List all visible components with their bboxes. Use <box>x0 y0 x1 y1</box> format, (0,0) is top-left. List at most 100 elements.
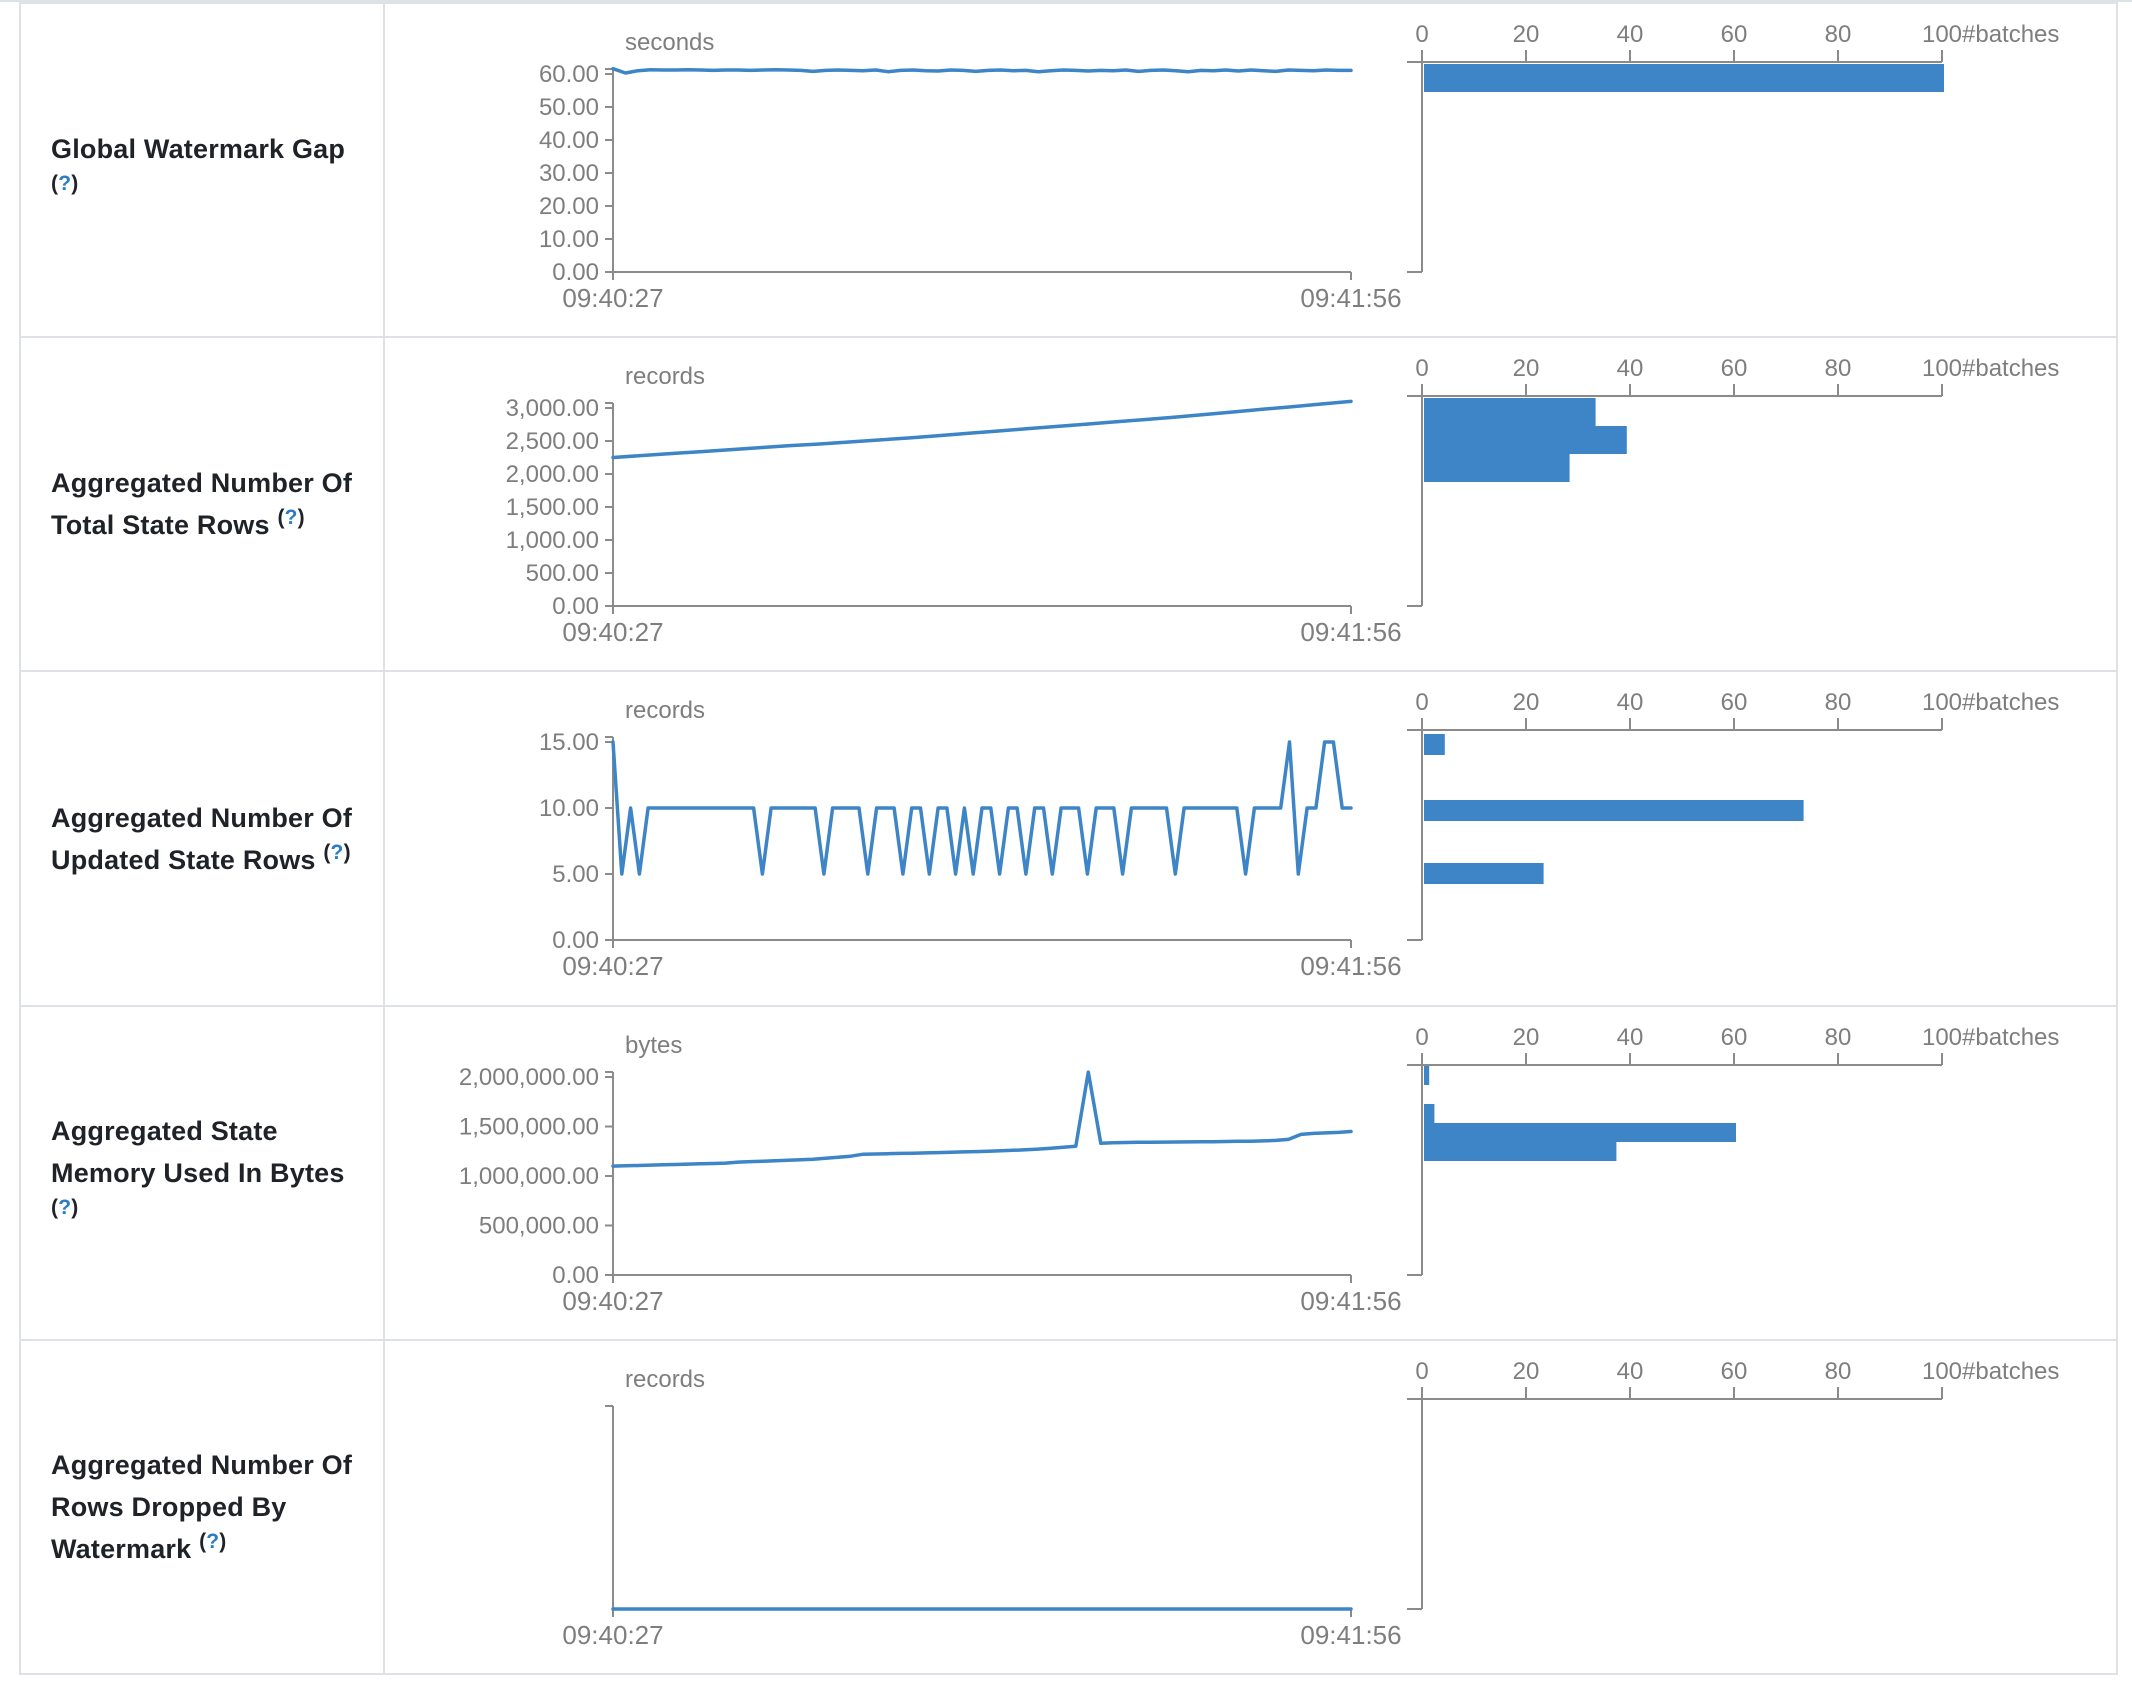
metric-chart-cell: records 3,000.00 2,500.00 2,000.00 1,500.00 1… <box>385 338 2116 670</box>
top-divider <box>0 0 2132 2</box>
x-start-label: 09:40:27 <box>562 1286 663 1316</box>
histogram-bar <box>1424 734 1445 756</box>
y-tick-label: 500,000.00 <box>479 1212 599 1239</box>
hist-tick-label: 40 <box>1617 1358 1644 1385</box>
metric-row-aggregated-state-memory-used-in-bytes: Aggregated State Memory Used In Bytes (?) b… <box>21 1006 2116 1341</box>
help-link[interactable]: (?) <box>199 1529 227 1553</box>
y-tick-label: 30.00 <box>539 160 599 187</box>
hist-unit-label: #batches <box>1962 355 2059 382</box>
x-end-label: 09:41:56 <box>1300 1620 1401 1650</box>
timeline-line <box>611 66 1353 75</box>
histogram-bar <box>1424 1103 1435 1123</box>
hist-tick-label: 20 <box>1513 21 1540 48</box>
y-tick-label: 3,000.00 <box>506 395 599 422</box>
timeline-chart: records 09:40:27 09:41:56 <box>562 1366 1401 1650</box>
metric-label: Aggregated Number Of Updated State Rows (… <box>51 802 353 875</box>
histogram-bar <box>1424 1141 1617 1161</box>
histogram-bar <box>1424 426 1627 455</box>
y-tick-label: 500.00 <box>526 560 599 587</box>
hist-tick-label: 100 <box>1922 355 1962 382</box>
y-tick-label: 2,000,000.00 <box>459 1064 599 1091</box>
hist-tick-label: 80 <box>1825 689 1852 716</box>
metric-label: Aggregated Number Of Rows Dropped By Water… <box>51 1449 353 1564</box>
histogram-bar <box>1424 64 1944 92</box>
y-axis-unit-label: seconds <box>625 29 714 56</box>
histogram-chart: 0 20 40 60 80 100 #batches <box>1407 1358 2059 1610</box>
x-end-label: 09:41:56 <box>1300 1286 1401 1316</box>
metric-charts-svg: records 09:40:27 09:41:56 0 20 40 60 80 100 #batc… <box>562 1358 2059 1650</box>
metric-label-cell: Global Watermark Gap (?) <box>21 4 385 337</box>
y-tick-label: 0.00 <box>552 1262 599 1289</box>
metric-label: Aggregated Number Of Total State Rows (?) <box>51 468 353 541</box>
histogram-chart: 0 20 40 60 80 100 #batches <box>1407 689 2059 942</box>
histogram-bar <box>1424 1122 1736 1142</box>
x-start-label: 09:40:27 <box>562 951 663 981</box>
hist-unit-label: #batches <box>1962 1358 2059 1385</box>
y-tick-label: 0.00 <box>552 593 599 620</box>
hist-tick-label: 60 <box>1721 1358 1748 1385</box>
metric-chart-cell: seconds 60.00 50.00 40.00 30.00 20.00 10.00 0.0… <box>385 4 2116 336</box>
hist-tick-label: 60 <box>1721 355 1748 382</box>
metric-chart-cell: records 09:40:27 09:41:56 0 20 40 60 80 100 #batc… <box>385 1341 2116 1673</box>
timeline-chart: bytes 2,000,000.00 1,500,000.00 1,000,000.0… <box>459 1032 1402 1316</box>
help-link[interactable]: (?) <box>51 1195 79 1219</box>
timeline-line <box>611 399 1353 460</box>
y-axis-unit-label: records <box>625 1366 705 1393</box>
hist-tick-label: 40 <box>1617 355 1644 382</box>
metric-chart-cell: bytes 2,000,000.00 1,500,000.00 1,000,000.0… <box>385 1007 2116 1339</box>
hist-tick-label: 60 <box>1721 1024 1748 1051</box>
metric-label: Global Watermark Gap (?) <box>51 134 346 196</box>
histogram-bar <box>1424 454 1570 483</box>
y-axis-unit-label: bytes <box>625 1032 682 1059</box>
histogram-bar <box>1424 863 1544 885</box>
timeline-line <box>611 740 1353 877</box>
timeline-chart: seconds 60.00 50.00 40.00 30.00 20.00 10.00 0.0… <box>539 29 1402 313</box>
metric-row-aggregated-number-of-updated-state-rows: Aggregated Number Of Updated State Rows (… <box>21 672 2116 1007</box>
hist-tick-label: 0 <box>1415 355 1428 382</box>
hist-unit-label: #batches <box>1962 21 2059 48</box>
hist-tick-label: 100 <box>1922 1358 1962 1385</box>
hist-tick-label: 20 <box>1513 355 1540 382</box>
hist-tick-label: 20 <box>1513 1024 1540 1051</box>
help-link[interactable]: (?) <box>323 840 351 864</box>
hist-tick-label: 0 <box>1415 689 1428 716</box>
y-tick-label: 1,000,000.00 <box>459 1163 599 1190</box>
histogram-bar <box>1424 1065 1430 1085</box>
hist-tick-label: 60 <box>1721 21 1748 48</box>
y-tick-label: 5.00 <box>552 861 599 888</box>
hist-tick-label: 40 <box>1617 1024 1644 1051</box>
y-tick-label: 1,000.00 <box>506 527 599 554</box>
y-tick-label: 10.00 <box>539 226 599 253</box>
hist-tick-label: 80 <box>1825 1024 1852 1051</box>
metric-label-cell: Aggregated State Memory Used In Bytes (?) <box>21 1006 385 1339</box>
y-tick-label: 50.00 <box>539 94 599 121</box>
metric-charts-svg: seconds 60.00 50.00 40.00 30.00 20.00 10.00 0.0… <box>539 21 2059 313</box>
y-tick-label: 1,500,000.00 <box>459 1113 599 1140</box>
y-tick-label: 2,000.00 <box>506 461 599 488</box>
y-tick-label: 10.00 <box>539 795 599 822</box>
y-tick-label: 0.00 <box>552 259 599 286</box>
x-end-label: 09:41:56 <box>1300 283 1401 313</box>
x-end-label: 09:41:56 <box>1300 617 1401 647</box>
y-tick-label: 20.00 <box>539 193 599 220</box>
x-start-label: 09:40:27 <box>562 617 663 647</box>
y-tick-label: 60.00 <box>539 61 599 88</box>
histogram-bar <box>1424 800 1804 822</box>
hist-tick-label: 80 <box>1825 1358 1852 1385</box>
histogram-chart: 0 20 40 60 80 100 #batches <box>1407 355 2059 608</box>
y-axis-unit-label: records <box>625 363 705 390</box>
hist-tick-label: 20 <box>1513 1358 1540 1385</box>
metric-charts-svg: records 3,000.00 2,500.00 2,000.00 1,500.00 1… <box>506 355 2060 647</box>
help-link[interactable]: (?) <box>51 172 79 196</box>
hist-tick-label: 0 <box>1415 1358 1428 1385</box>
x-end-label: 09:41:56 <box>1300 951 1401 981</box>
timeline-line <box>611 1069 1353 1168</box>
metric-charts-svg: bytes 2,000,000.00 1,500,000.00 1,000,000.0… <box>459 1024 2060 1316</box>
metrics-table: Global Watermark Gap (?) seconds 60.00 50.00… <box>19 2 2118 1675</box>
help-link[interactable]: (?) <box>277 506 305 530</box>
hist-tick-label: 80 <box>1825 21 1852 48</box>
y-tick-label: 2,500.00 <box>506 428 599 455</box>
hist-tick-label: 100 <box>1922 21 1962 48</box>
